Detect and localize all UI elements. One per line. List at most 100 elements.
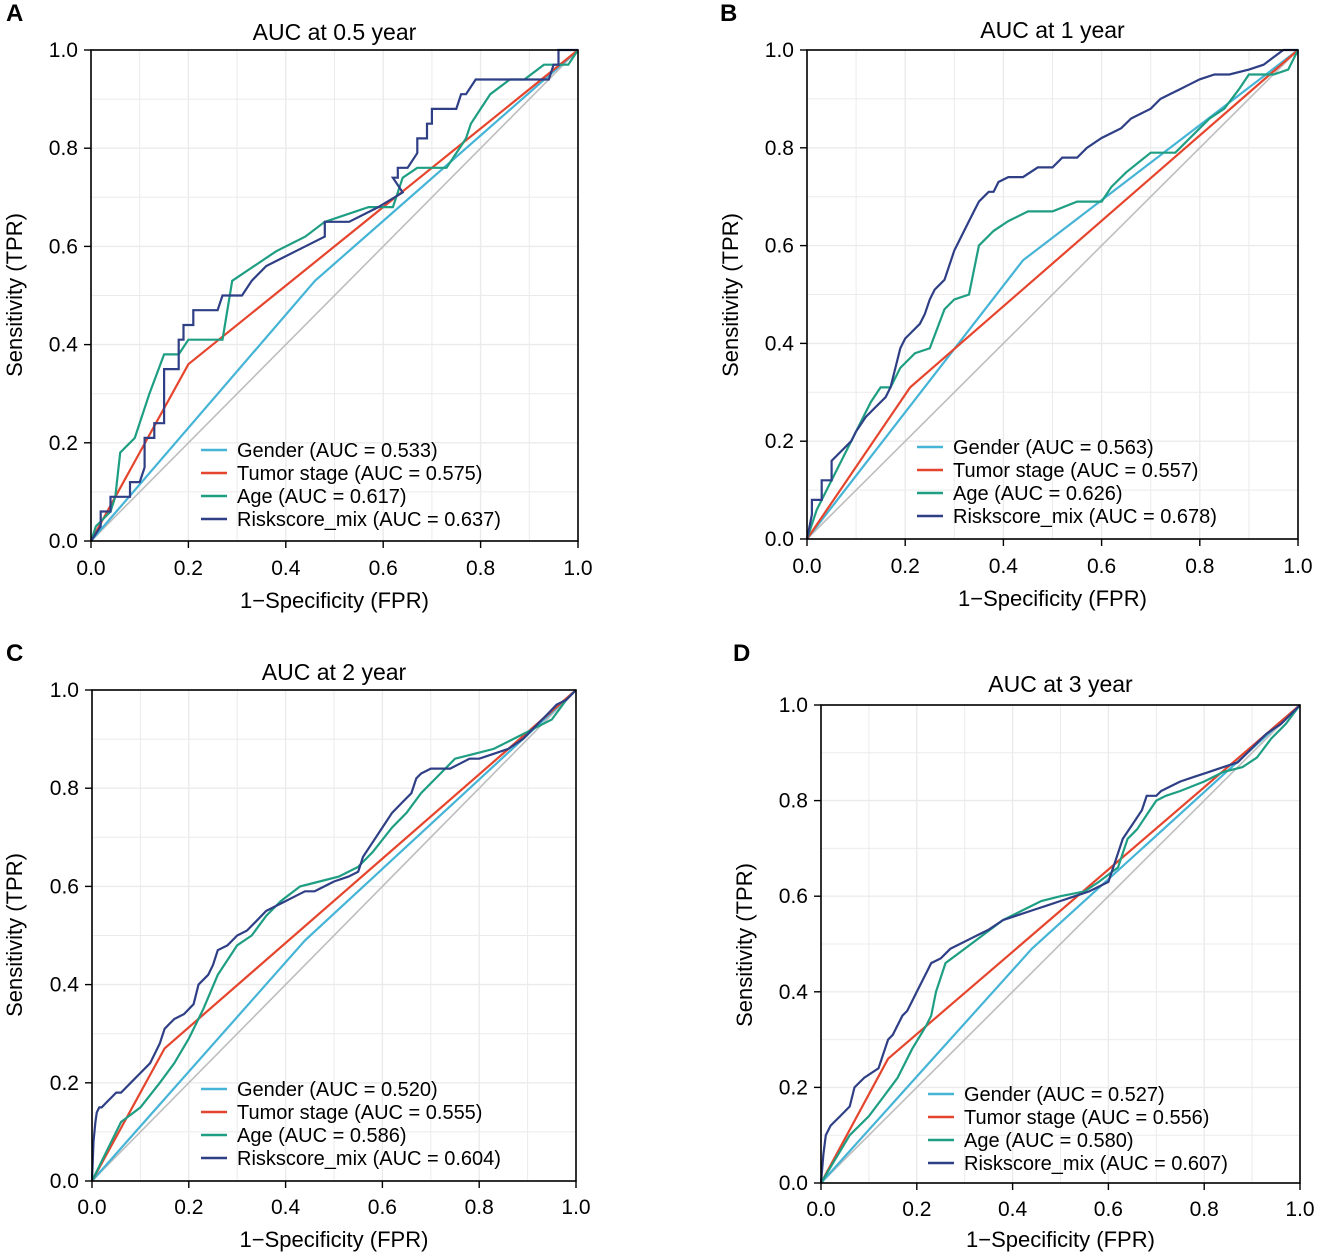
- roc-curve-tumor: [90, 49, 579, 542]
- y-tick-label: 0.0: [765, 528, 794, 551]
- roc-curve-age: [89, 49, 579, 542]
- y-tick-label: 0.4: [49, 334, 79, 357]
- y-axis-label: Sensitivity (TPR): [732, 863, 757, 1027]
- x-tick-label: 0.2: [891, 555, 920, 578]
- x-tick-label: 1.0: [1285, 1198, 1314, 1221]
- panel-letter: D: [733, 640, 751, 667]
- legend-label-gender: Gender (AUC = 0.533): [237, 440, 438, 462]
- x-tick-label: 0.6: [368, 1196, 397, 1219]
- legend-label-age: Age (AUC = 0.586): [237, 1125, 407, 1147]
- roc-curve-tumor: [806, 49, 1299, 540]
- x-tick-label: 0.0: [792, 555, 821, 578]
- x-tick-label: 1.0: [561, 1196, 590, 1219]
- x-tick-label: 0.8: [1185, 555, 1214, 578]
- y-tick-label: 0.8: [50, 777, 79, 800]
- roc-panel-c: 0.0 0.2 0.4 0.6 0.8 1.0 0.0 0.2 0.4 0.6 0.8 1.0 AUC …: [2, 659, 591, 1252]
- legend-label-risk: Riskscore_mix (AUC = 0.678): [953, 506, 1217, 528]
- reference-diagonal: [820, 704, 1301, 1184]
- plot-frame: [90, 49, 579, 542]
- y-tick-label: 0.8: [49, 137, 78, 160]
- chart-title: AUC at 3 year: [988, 671, 1133, 697]
- x-tick-label: 1.0: [1283, 555, 1312, 578]
- panel-letter: C: [6, 640, 24, 667]
- reference-diagonal: [806, 49, 1299, 540]
- y-tick-label: 0.4: [765, 332, 795, 355]
- legend-label-tumor: Tumor stage (AUC = 0.557): [953, 460, 1198, 482]
- y-tick-label: 1.0: [779, 694, 808, 717]
- x-tick-label: 0.8: [1190, 1198, 1219, 1221]
- panel-letter: B: [720, 0, 738, 27]
- x-axis-label: 1−Specificity (FPR): [240, 1227, 429, 1252]
- legend-label-tumor: Tumor stage (AUC = 0.556): [964, 1107, 1209, 1129]
- y-tick-label: 0.6: [49, 235, 78, 258]
- roc-curve-gender: [806, 49, 1299, 540]
- legend-label-tumor: Tumor stage (AUC = 0.575): [237, 463, 482, 485]
- y-tick-label: 0.4: [779, 981, 809, 1004]
- y-axis-label: Sensitivity (TPR): [718, 213, 743, 377]
- y-tick-label: 1.0: [49, 39, 78, 62]
- roc-panel-b: 0.0 0.2 0.4 0.6 0.8 1.0 0.0 0.2 0.4 0.6 0.8 1.0 AUC …: [718, 17, 1313, 611]
- chart-title: AUC at 0.5 year: [253, 19, 417, 45]
- y-tick-label: 0.0: [779, 1172, 808, 1195]
- y-tick-label: 0.8: [765, 137, 794, 160]
- y-tick-label: 0.8: [779, 790, 808, 813]
- x-axis-label: 1−Specificity (FPR): [240, 588, 429, 613]
- y-tick-label: 0.4: [50, 974, 80, 997]
- legend-label-tumor: Tumor stage (AUC = 0.555): [237, 1102, 482, 1124]
- roc-curve-gender: [91, 689, 577, 1182]
- y-tick-label: 0.6: [765, 235, 794, 258]
- y-tick-label: 0.2: [50, 1072, 79, 1095]
- x-axis-label: 1−Specificity (FPR): [966, 1227, 1155, 1252]
- x-tick-label: 0.0: [76, 557, 105, 580]
- x-tick-label: 0.6: [1094, 1198, 1123, 1221]
- y-tick-label: 0.6: [779, 885, 808, 908]
- x-tick-label: 0.4: [271, 557, 301, 580]
- legend-label-risk: Riskscore_mix (AUC = 0.604): [237, 1148, 501, 1170]
- y-tick-label: 1.0: [765, 39, 794, 62]
- legend-label-risk: Riskscore_mix (AUC = 0.607): [964, 1153, 1228, 1175]
- plot-frame: [91, 689, 577, 1182]
- x-tick-label: 0.8: [466, 557, 495, 580]
- x-tick-label: 0.2: [902, 1198, 931, 1221]
- legend-label-age: Age (AUC = 0.617): [237, 486, 407, 508]
- roc-curve-risk: [805, 48, 1298, 540]
- legend-label-gender: Gender (AUC = 0.563): [953, 437, 1154, 459]
- panel-letter: A: [6, 0, 24, 27]
- y-tick-label: 0.2: [779, 1076, 808, 1099]
- roc-curve-age: [805, 49, 1299, 540]
- x-tick-label: 0.4: [271, 1196, 301, 1219]
- plot-frame: [806, 49, 1299, 540]
- y-tick-label: 0.0: [49, 530, 78, 553]
- roc-curve-gender: [820, 704, 1301, 1184]
- legend-label-age: Age (AUC = 0.626): [953, 483, 1123, 505]
- legend-label-gender: Gender (AUC = 0.527): [964, 1084, 1165, 1106]
- x-tick-label: 0.6: [1087, 555, 1116, 578]
- roc-panel-d: 0.0 0.2 0.4 0.6 0.8 1.0 0.0 0.2 0.4 0.6 0.8 1.0 AUC …: [732, 671, 1315, 1252]
- roc-curve-risk: [90, 48, 578, 542]
- chart-title: AUC at 2 year: [262, 659, 407, 685]
- roc-curve-risk: [90, 689, 577, 1182]
- roc-curve-tumor: [91, 689, 577, 1182]
- roc-curve-age: [820, 704, 1301, 1184]
- roc-panel-a: 0.0 0.2 0.4 0.6 0.8 1.0 0.0 0.2 0.4 0.6 0.8 1.0 AUC …: [2, 19, 593, 613]
- reference-diagonal: [90, 49, 579, 542]
- y-axis-label: Sensitivity (TPR): [2, 213, 27, 377]
- y-axis-label: Sensitivity (TPR): [2, 853, 27, 1017]
- x-tick-label: 1.0: [563, 557, 592, 580]
- roc-curve-risk: [819, 704, 1301, 1184]
- roc-curve-gender: [90, 49, 579, 542]
- x-tick-label: 0.4: [989, 555, 1019, 578]
- y-tick-label: 0.6: [50, 875, 79, 898]
- y-tick-label: 0.2: [49, 432, 78, 455]
- x-tick-label: 0.2: [174, 557, 203, 580]
- x-tick-label: 0.6: [369, 557, 398, 580]
- x-tick-label: 0.0: [806, 1198, 835, 1221]
- x-tick-label: 0.8: [465, 1196, 494, 1219]
- y-tick-label: 0.2: [765, 430, 794, 453]
- x-tick-label: 0.4: [998, 1198, 1028, 1221]
- legend-label-age: Age (AUC = 0.580): [964, 1130, 1134, 1152]
- legend-label-gender: Gender (AUC = 0.520): [237, 1079, 438, 1101]
- legend-label-risk: Riskscore_mix (AUC = 0.637): [237, 509, 501, 531]
- reference-diagonal: [91, 689, 577, 1182]
- chart-title: AUC at 1 year: [980, 17, 1125, 43]
